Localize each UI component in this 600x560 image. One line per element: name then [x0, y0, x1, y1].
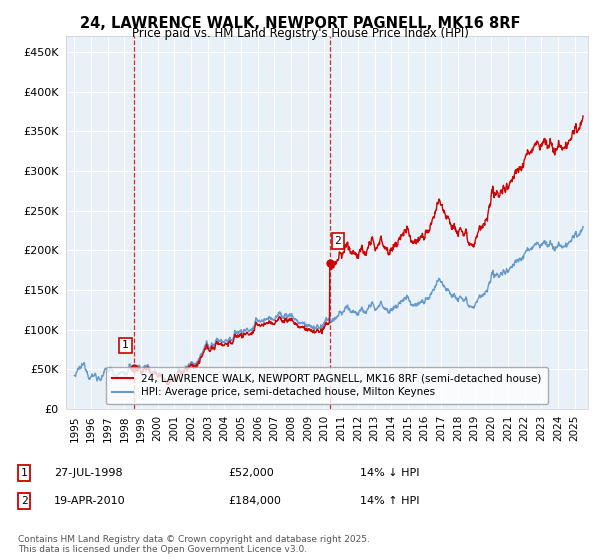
Text: 2: 2	[20, 496, 28, 506]
Text: 14% ↓ HPI: 14% ↓ HPI	[360, 468, 419, 478]
Legend: 24, LAWRENCE WALK, NEWPORT PAGNELL, MK16 8RF (semi-detached house), HPI: Average: 24, LAWRENCE WALK, NEWPORT PAGNELL, MK16…	[106, 367, 548, 404]
Text: 2: 2	[334, 236, 341, 246]
Text: 27-JUL-1998: 27-JUL-1998	[54, 468, 122, 478]
Text: 24, LAWRENCE WALK, NEWPORT PAGNELL, MK16 8RF: 24, LAWRENCE WALK, NEWPORT PAGNELL, MK16…	[80, 16, 520, 31]
Text: £184,000: £184,000	[228, 496, 281, 506]
Text: 1: 1	[20, 468, 28, 478]
Text: Price paid vs. HM Land Registry's House Price Index (HPI): Price paid vs. HM Land Registry's House …	[131, 27, 469, 40]
Text: 14% ↑ HPI: 14% ↑ HPI	[360, 496, 419, 506]
Text: Contains HM Land Registry data © Crown copyright and database right 2025.
This d: Contains HM Land Registry data © Crown c…	[18, 535, 370, 554]
Text: 1: 1	[122, 340, 129, 351]
Text: 19-APR-2010: 19-APR-2010	[54, 496, 125, 506]
Text: £52,000: £52,000	[228, 468, 274, 478]
